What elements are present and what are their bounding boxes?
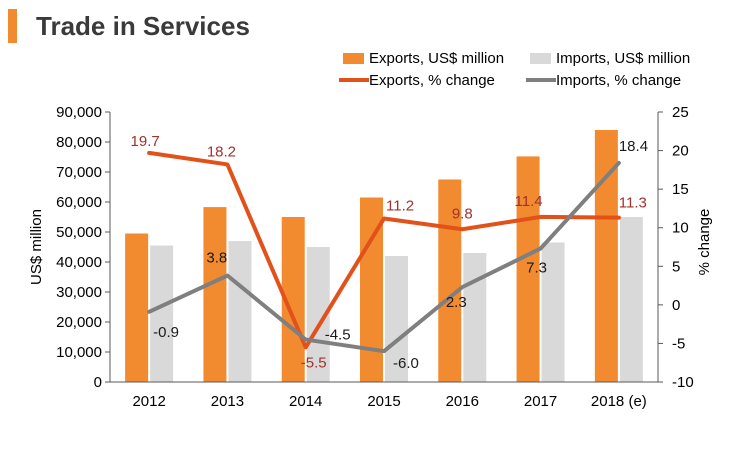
chart-title: Trade in Services [36,10,250,41]
imports-change-line [147,160,621,354]
left-tick-label: 60,000 [56,194,102,211]
exports-bar-2017 [516,156,540,382]
left-tick-label: 50,000 [56,224,102,241]
left-tick-label: 0 [94,374,102,391]
right-tick-label: -5 [672,335,685,352]
imports-change-label: -6.0 [393,355,419,372]
exports-change-label: 11.3 [619,195,647,212]
exports-change-label: 9.8 [452,205,473,222]
imports-bar-2018-e [619,217,643,382]
right-tick-label: 25 [672,104,689,121]
x-tick-label: 2018 (e) [591,393,647,410]
imports-change-label: 2.3 [446,294,467,311]
left-tick-label: 90,000 [56,104,102,121]
left-tick-label: 80,000 [56,134,102,151]
exports-bar-2015 [360,197,383,382]
x-tick-label: 2014 [289,393,322,410]
right-tick-label: 10 [672,220,689,237]
exports-change-label: 19.7 [131,133,160,150]
right-tick-label: -10 [672,374,694,391]
exports-change-label: 18.2 [207,143,236,160]
left-tick-label: 70,000 [56,164,102,181]
right-tick-label: 5 [672,258,680,275]
exports-bar-2013 [203,207,227,382]
exports-bar-2014 [281,217,305,382]
imports-change-label: 7.3 [526,260,547,277]
right-tick-label: 20 [672,143,689,160]
imports-change-label: 18.4 [619,138,648,155]
exports-bar-2018-e [594,130,618,382]
imports-bar-2013 [228,241,252,382]
y-right-axis-title: % change [696,209,713,276]
x-tick-label: 2013 [211,393,244,410]
exports-change-label: -5.5 [301,354,327,371]
exports-bar-2012 [125,233,149,382]
left-tick-label: 10,000 [56,344,102,361]
legend-swatch [530,53,551,64]
legend-label: Exports, % change [369,72,495,89]
exports-change-line [147,150,621,350]
exports-change-label: 11.4 [515,193,543,210]
left-tick-label: 30,000 [56,284,102,301]
imports-change-label: -0.9 [153,324,179,341]
x-tick-label: 2016 [446,393,479,410]
right-tick-label: 0 [672,297,680,314]
x-tick-label: 2012 [132,393,165,410]
exports-change-label: 11.2 [386,197,414,214]
x-tick-label: 2017 [524,393,557,410]
left-tick-label: 20,000 [56,314,102,331]
legend-label: Imports, % change [556,72,681,89]
x-tick-label: 2015 [367,393,400,410]
left-tick-label: 40,000 [56,254,102,271]
imports-bar-2015 [385,256,408,382]
title-block: Trade in Services [8,6,250,46]
legend-label: Exports, US$ million [369,50,504,67]
right-tick-label: 15 [672,181,689,198]
imports-bar-2016 [463,253,487,382]
imports-bar-2017 [541,242,565,382]
legend-label: Imports, US$ million [556,50,690,67]
imports-bar-2014 [306,247,330,382]
imports-change-label: 3.8 [206,250,227,267]
legend-swatch [343,53,364,64]
y-left-axis-title: US$ million [28,209,45,285]
title-accent-bar [8,9,17,43]
imports-bar-2012 [150,245,174,382]
imports-change-label: -4.5 [325,327,351,344]
